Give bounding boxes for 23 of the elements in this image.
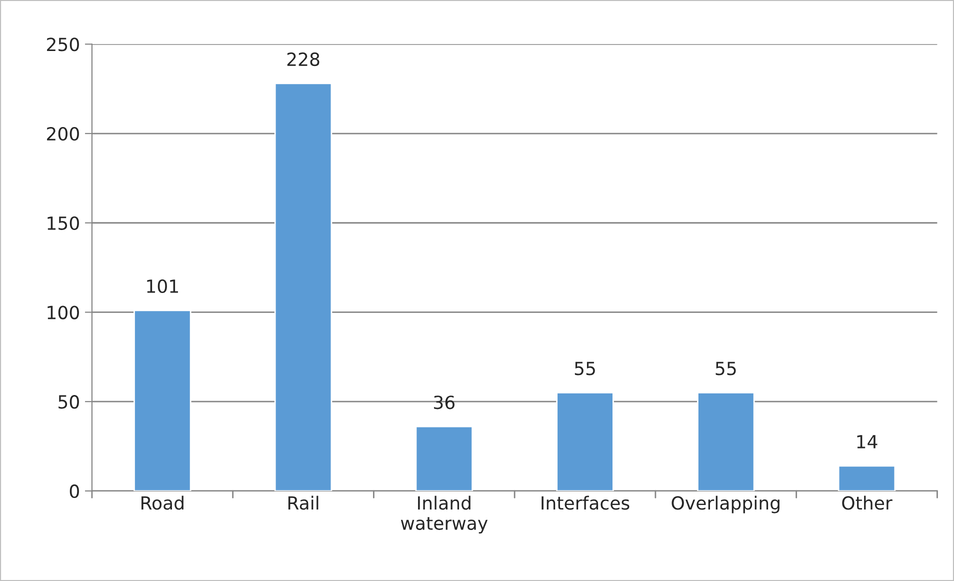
bar	[134, 310, 192, 491]
y-tick-label: 0	[70, 484, 79, 498]
data-label: 14	[857, 435, 878, 448]
bar	[838, 465, 896, 491]
bar	[697, 392, 755, 491]
bar	[556, 392, 614, 491]
data-label: 101	[147, 279, 178, 294]
bar	[415, 426, 474, 491]
y-tick-label: 200	[47, 126, 79, 141]
x-tick-label: Other	[842, 496, 892, 510]
bar	[274, 82, 332, 491]
y-tick-label: 100	[48, 306, 79, 320]
x-tick-label: Overlapping	[672, 496, 780, 514]
x-tick-label: Road	[142, 496, 184, 510]
data-label: 228	[287, 52, 320, 66]
data-label: 55	[716, 362, 736, 376]
y-tick-label: 50	[58, 395, 79, 409]
x-tick-label: Rail	[288, 496, 318, 510]
data-label: 55	[574, 362, 595, 376]
x-tick-label: Interfaces	[542, 496, 630, 510]
x-tick-label: Inland waterway	[400, 496, 488, 534]
y-tick-label: 250	[47, 38, 79, 52]
y-tick-label: 150	[48, 216, 79, 230]
